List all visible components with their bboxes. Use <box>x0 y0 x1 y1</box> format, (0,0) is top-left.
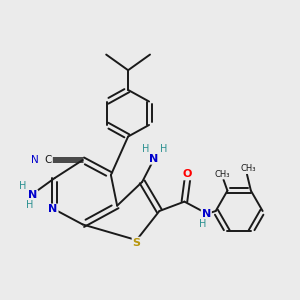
Text: H: H <box>160 144 167 154</box>
Text: CH₃: CH₃ <box>241 164 256 173</box>
Text: O: O <box>183 169 192 179</box>
Text: H: H <box>199 218 206 229</box>
Text: C: C <box>45 155 52 165</box>
Text: H: H <box>19 181 26 191</box>
Text: N: N <box>48 204 58 214</box>
Text: N: N <box>31 155 39 165</box>
Text: N: N <box>28 190 37 200</box>
Text: N: N <box>149 154 159 164</box>
Text: S: S <box>133 238 140 248</box>
Text: H: H <box>26 200 34 210</box>
Text: H: H <box>142 144 149 154</box>
Text: N: N <box>202 209 211 219</box>
Text: CH₃: CH₃ <box>214 169 230 178</box>
